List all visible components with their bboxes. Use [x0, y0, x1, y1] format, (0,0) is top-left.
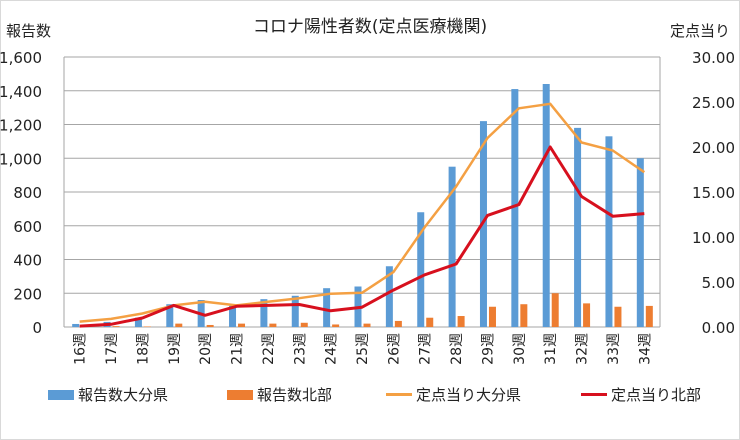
- bar-north: [394, 320, 402, 327]
- y-axis-left-label: 報告数: [6, 22, 52, 40]
- legend-item-oita-reports: 報告数大分県: [48, 384, 168, 405]
- legend-item-north-reports: 報告数北部: [227, 384, 332, 405]
- x-tick-label: 28週: [449, 333, 465, 365]
- bar-oita: [291, 295, 299, 327]
- bar-oita: [636, 158, 644, 327]
- x-tick-label: 18週: [135, 333, 151, 365]
- legend: 報告数大分県 報告数北部 定点当り大分県 定点当り北部: [0, 384, 740, 408]
- bar-oita: [417, 212, 425, 327]
- bar-north: [426, 317, 434, 327]
- bar-north: [332, 324, 340, 327]
- x-tick-label: 24週: [324, 333, 340, 365]
- x-tick-label: 22週: [261, 333, 277, 365]
- legend-label: 定点当り大分県: [416, 386, 522, 404]
- x-tick-label: 23週: [292, 333, 308, 365]
- x-tick-label: 20週: [198, 333, 214, 365]
- y-tick-label: 1,600: [0, 49, 42, 67]
- bar-oita: [448, 166, 456, 327]
- x-tick-label: 27週: [418, 333, 434, 365]
- y-axis-right-label: 定点当り: [669, 22, 730, 40]
- legend-swatch-bar-blue: [48, 389, 74, 400]
- bar-oita: [166, 304, 174, 327]
- bar-north: [520, 304, 528, 327]
- x-tick-label: 30週: [512, 333, 528, 365]
- y-tick-label: 200: [13, 285, 42, 303]
- y-tick-label: 1,000: [0, 150, 42, 168]
- legend-item-north-per-point: 定点当り北部: [581, 384, 701, 405]
- bar-north: [614, 306, 622, 327]
- bar-north: [238, 323, 246, 327]
- legend-swatch-line-red: [581, 393, 607, 396]
- x-tick-label: 21週: [230, 333, 246, 365]
- bar-north: [112, 326, 120, 327]
- y2-tick-label: 0.00: [702, 319, 735, 337]
- x-tick-label: 19週: [167, 333, 183, 365]
- y-tick-label: 600: [13, 218, 42, 236]
- bar-north: [300, 322, 308, 327]
- legend-item-oita-per-point: 定点当り大分県: [386, 384, 521, 405]
- x-tick-label: 29週: [480, 333, 496, 365]
- bar-oita: [72, 323, 80, 327]
- bar-north: [175, 323, 183, 327]
- y-tick-label: 0: [32, 319, 42, 337]
- bar-north: [488, 306, 496, 327]
- x-tick-label: 32週: [575, 333, 591, 365]
- x-tick-label: 26週: [386, 333, 402, 365]
- bar-oita: [385, 266, 393, 327]
- x-tick-label: 31週: [543, 333, 559, 365]
- line-north-per-point: [79, 145, 645, 328]
- y2-tick-label: 15.00: [692, 184, 735, 202]
- legend-label: 報告数大分県: [78, 386, 169, 404]
- x-tick-label: 33週: [606, 333, 622, 365]
- legend-label: 報告数北部: [257, 386, 333, 404]
- y-tick-label: 400: [13, 252, 42, 270]
- bar-north: [363, 323, 371, 327]
- bar-oita: [542, 84, 550, 327]
- y-tick-label: 1,200: [0, 117, 42, 135]
- bar-oita: [134, 317, 142, 327]
- y-tick-label: 800: [13, 184, 42, 202]
- bar-north: [269, 323, 277, 327]
- bar-north: [457, 316, 465, 327]
- bar-north: [551, 293, 559, 327]
- bar-oita: [605, 136, 613, 327]
- bar-oita: [323, 288, 331, 327]
- y2-tick-label: 10.00: [692, 229, 735, 247]
- bar-north: [645, 305, 653, 327]
- x-tick-label: 16週: [73, 333, 89, 365]
- bar-oita: [511, 89, 519, 327]
- y2-tick-label: 30.00: [692, 49, 735, 67]
- y2-tick-label: 5.00: [702, 274, 735, 292]
- legend-label: 定点当り北部: [611, 386, 702, 404]
- x-tick-label: 17週: [104, 333, 120, 365]
- y2-tick-label: 20.00: [692, 139, 735, 157]
- bar-north: [143, 326, 151, 327]
- legend-swatch-bar-orange: [227, 389, 253, 400]
- x-tick-label: 25週: [355, 333, 371, 365]
- x-tick-label: 34週: [637, 333, 653, 365]
- y-tick-label: 1,400: [0, 83, 42, 101]
- bar-oita: [260, 299, 268, 327]
- line-oita-per-point: [79, 102, 646, 323]
- legend-swatch-line-orange: [386, 393, 412, 396]
- bar-north: [583, 303, 591, 327]
- bar-north: [206, 324, 214, 327]
- bar-oita: [229, 305, 237, 327]
- y2-tick-label: 25.00: [692, 94, 735, 112]
- bar-oita: [574, 127, 582, 327]
- chart-title: コロナ陽性者数(定点医療機関): [252, 17, 488, 37]
